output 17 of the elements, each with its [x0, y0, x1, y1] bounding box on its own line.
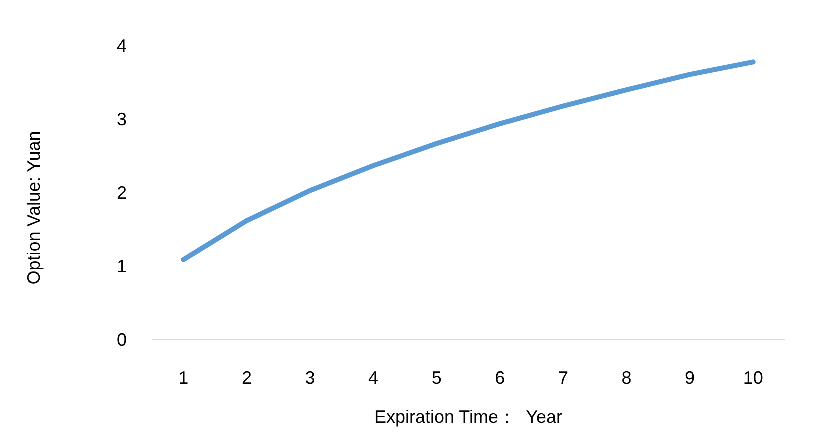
x-tick-label: 4 [368, 368, 379, 388]
y-tick-label: 1 [116, 256, 127, 276]
x-tick-label: 8 [622, 368, 632, 388]
y-axis-title: Option Value: Yuan [24, 131, 44, 285]
y-tick-label: 0 [116, 330, 127, 350]
x-axis-title: Expiration Time： Year [374, 407, 563, 427]
x-tick-label: 6 [495, 368, 506, 388]
x-tick-label: 2 [242, 368, 252, 388]
x-tick-label: 9 [685, 368, 696, 388]
y-tick-label: 4 [116, 36, 127, 56]
x-tick-label: 1 [178, 368, 189, 388]
x-tick-label: 7 [558, 368, 568, 388]
x-tick-label: 10 [743, 368, 764, 388]
x-tick-label: 3 [305, 368, 316, 388]
y-tick-label: 3 [116, 110, 127, 130]
y-tick-label: 2 [116, 183, 127, 203]
x-tick-label: 5 [432, 368, 442, 388]
